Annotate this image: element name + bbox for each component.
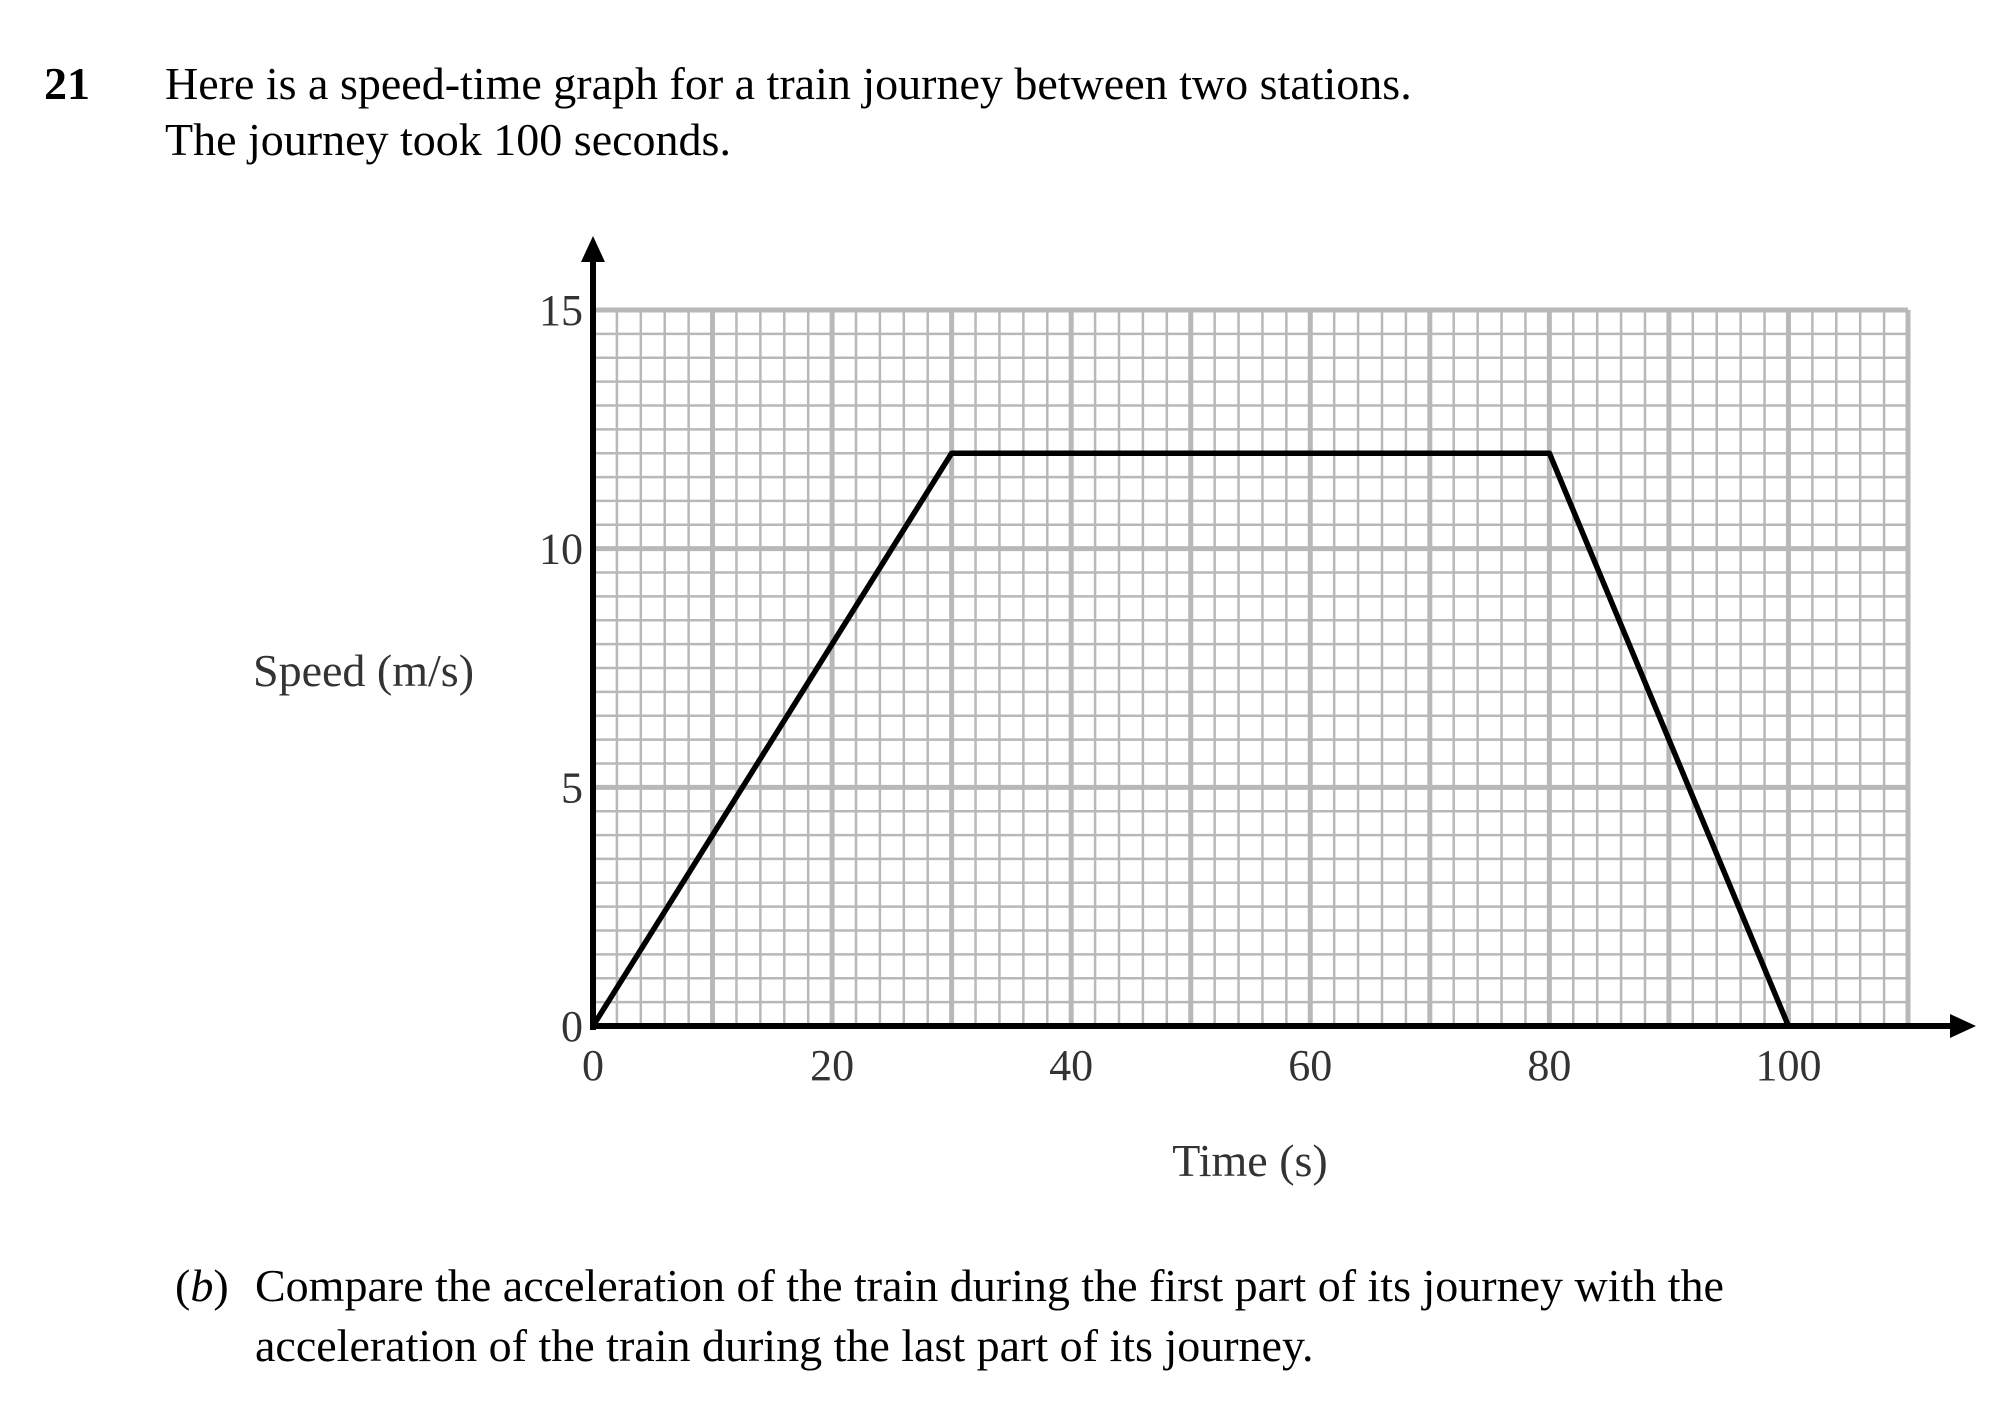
intro-line-1: Here is a speed-time graph for a train j… — [165, 58, 1412, 109]
x-axis-label: Time (s) — [1172, 1135, 1328, 1186]
x-tick-label: 60 — [1288, 1041, 1332, 1090]
x-tick-label: 40 — [1049, 1041, 1093, 1090]
part-b-text: Compare the acceleration of the train du… — [255, 1256, 1935, 1376]
y-axis-arrow — [581, 236, 605, 262]
part-b-label: (b) — [175, 1260, 229, 1311]
part-b-line-1: Compare the acceleration of the train du… — [255, 1260, 1724, 1311]
intro-line-2: The journey took 100 seconds. — [165, 114, 731, 165]
x-tick-label: 80 — [1527, 1041, 1571, 1090]
chart-axes — [581, 236, 1976, 1038]
y-tick-label: 15 — [539, 286, 583, 335]
part-b-letter: b — [190, 1260, 214, 1311]
y-tick-label: 10 — [539, 525, 583, 574]
x-tick-label: 100 — [1755, 1041, 1821, 1090]
y-axis-label: Speed (m/s) — [253, 645, 474, 696]
question-intro: Here is a speed-time graph for a train j… — [165, 56, 1412, 168]
series-line-0 — [590, 450, 1792, 1029]
x-tick-label: 20 — [810, 1041, 854, 1090]
chart-grid — [590, 307, 1911, 1029]
y-tick-label: 0 — [561, 1002, 583, 1051]
chart-series — [590, 450, 1792, 1029]
chart-tick-labels: 0 20 40 60 80 100 0 5 10 15 — [539, 286, 1821, 1090]
question-number: 21 — [44, 58, 90, 109]
x-tick-label: 0 — [582, 1041, 604, 1090]
part-b-line-2: acceleration of the train during the las… — [255, 1320, 1314, 1371]
x-axis-arrow — [1950, 1014, 1976, 1038]
y-tick-label: 5 — [561, 763, 583, 812]
